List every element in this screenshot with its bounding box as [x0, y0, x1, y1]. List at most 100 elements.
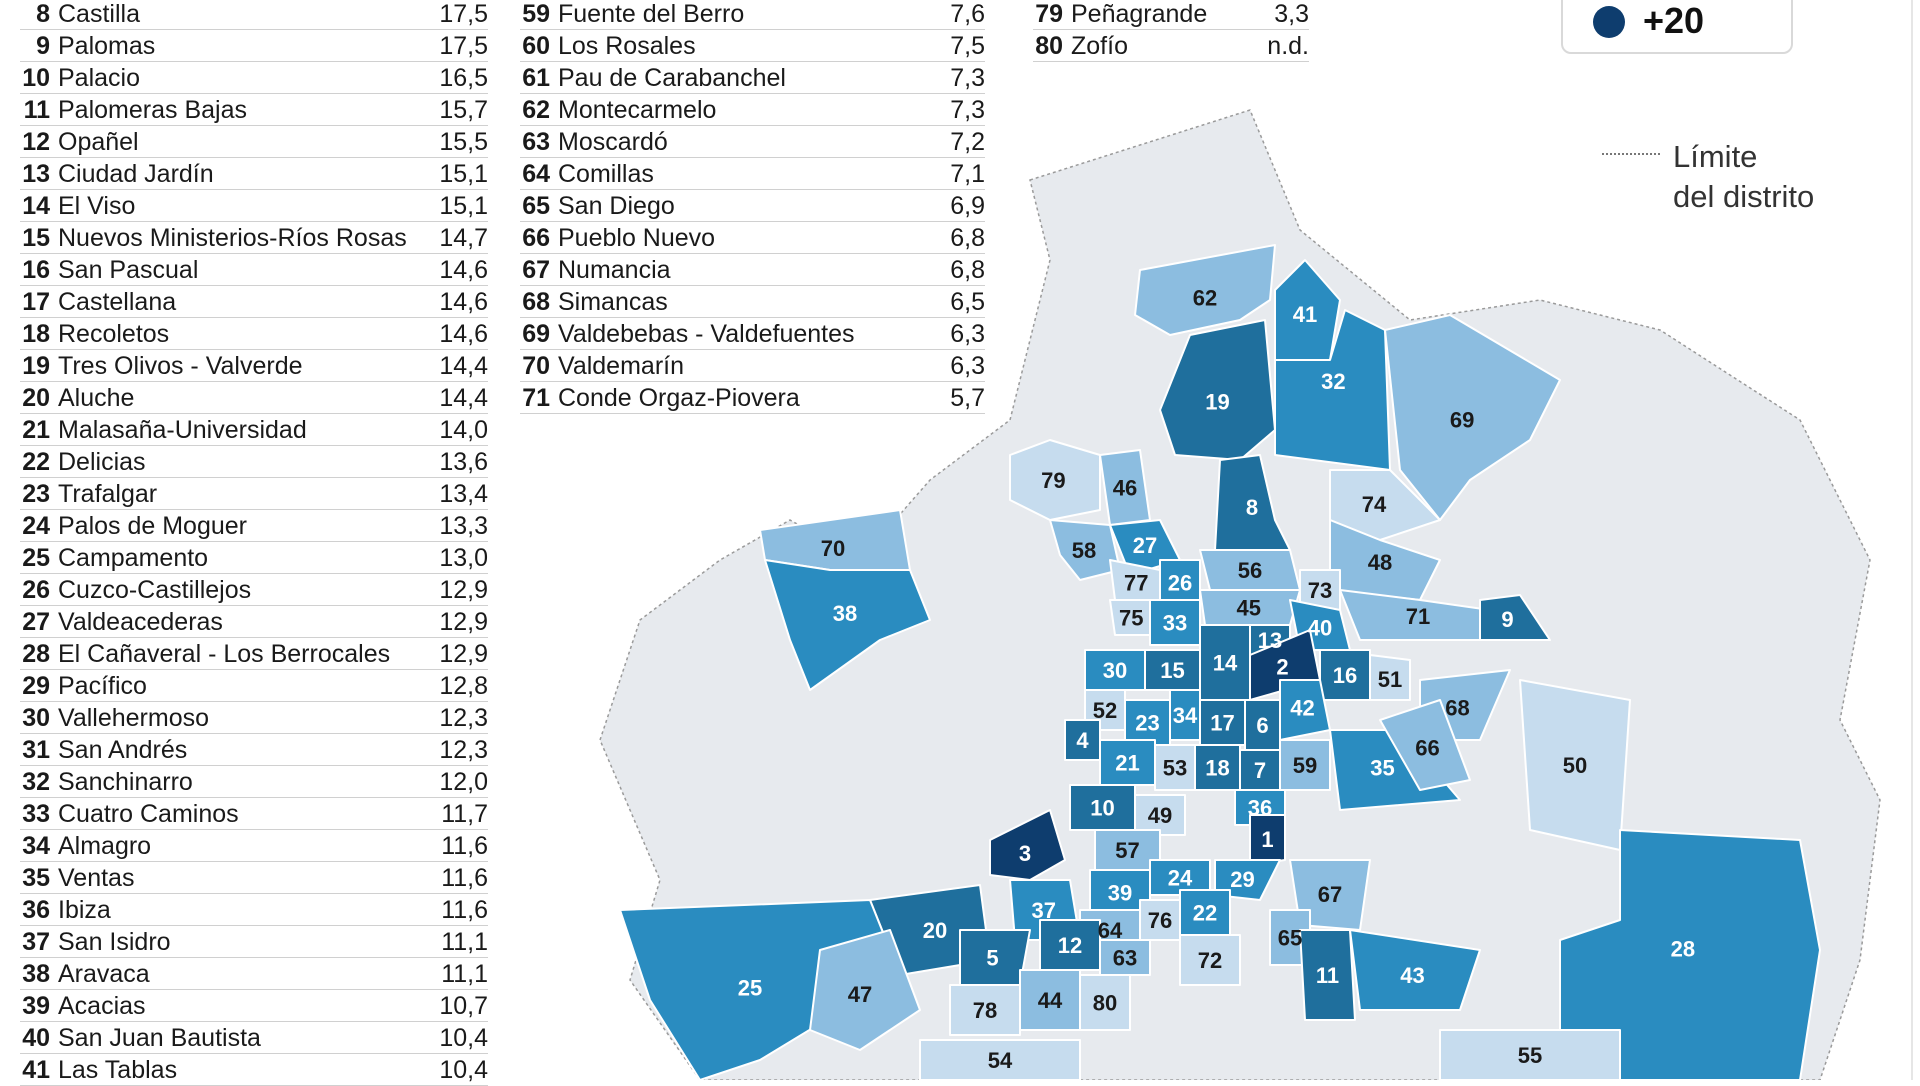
- row-neighborhood-name: Numancia: [558, 256, 671, 284]
- zone-label-46: 46: [1113, 476, 1137, 501]
- zone-label-76: 76: [1148, 908, 1172, 933]
- row-value: 12,0: [439, 768, 488, 796]
- row-value: 10,4: [439, 1024, 488, 1052]
- zone-label-24: 24: [1168, 866, 1193, 891]
- zone-38: [764, 559, 931, 691]
- zone-label-6: 6: [1256, 713, 1268, 738]
- row-neighborhood-name: Vallehermoso: [58, 704, 210, 732]
- row-rank: 10: [22, 64, 50, 92]
- row-neighborhood-name: Aravaca: [58, 960, 150, 988]
- zone-label-29: 29: [1230, 867, 1254, 892]
- row-rank: 11: [23, 96, 50, 124]
- zone-label-36: 36: [1248, 796, 1272, 821]
- zone-label-30: 30: [1103, 658, 1127, 683]
- row-neighborhood-name: Zofío: [1071, 32, 1128, 60]
- row-neighborhood-name: Cuzco-Castillejos: [58, 576, 252, 604]
- row-rank: 38: [22, 960, 50, 988]
- zone-label-69: 69: [1450, 407, 1474, 432]
- row-neighborhood-name: Peñagrande: [1071, 0, 1208, 28]
- row-rank: 62: [522, 96, 550, 124]
- row-value: 14,7: [439, 224, 488, 252]
- row-neighborhood-name: Acacias: [58, 992, 146, 1020]
- row-neighborhood-name: Comillas: [558, 160, 654, 188]
- row-neighborhood-name: Recoletos: [58, 320, 170, 348]
- row-neighborhood-name: Nuevos Ministerios-Ríos Rosas: [58, 224, 407, 252]
- legend-top-bin-label: +20: [1643, 0, 1705, 41]
- row-neighborhood-name: Almagro: [58, 832, 152, 860]
- zone-label-74: 74: [1362, 492, 1387, 517]
- zone-label-40: 40: [1308, 616, 1332, 641]
- row-value: 6,3: [950, 352, 985, 380]
- row-rank: 60: [522, 32, 550, 60]
- table-row: 80 Zofío n.d.: [1033, 30, 1309, 62]
- zone-label-32: 32: [1321, 369, 1345, 394]
- table-row: 79 Peñagrande 3,3: [1033, 0, 1309, 30]
- zone-72: [1179, 934, 1241, 986]
- row-neighborhood-name: Valdebebas - Valdefuentes: [558, 320, 855, 348]
- zone-label-50: 50: [1563, 753, 1587, 778]
- row-neighborhood-name: Simancas: [558, 288, 668, 316]
- table-row: 27 Valdeacederas 12,9: [20, 606, 488, 638]
- zone-label-45: 45: [1237, 596, 1261, 621]
- row-rank: 66: [522, 224, 550, 252]
- row-value: 6,3: [950, 320, 985, 348]
- row-neighborhood-name: Ventas: [58, 864, 135, 892]
- legend-swatch-dark: [1593, 6, 1625, 38]
- row-value: 7,6: [950, 0, 985, 28]
- table-row: 17 Castellana 14,6: [20, 286, 488, 318]
- row-rank: 8: [36, 0, 50, 28]
- zone-label-66: 66: [1415, 736, 1439, 761]
- zone-28: [1559, 829, 1821, 1080]
- row-rank: 69: [522, 320, 550, 348]
- table-row: 13 Ciudad Jardín 15,1: [20, 158, 488, 190]
- table-row: 8 Castilla 17,5: [20, 0, 488, 30]
- row-value: 5,7: [950, 384, 985, 412]
- zone-label-21: 21: [1115, 751, 1139, 776]
- row-neighborhood-name: Palomeras Bajas: [58, 96, 247, 124]
- row-neighborhood-name: Delicias: [58, 448, 146, 476]
- row-rank: 24: [22, 512, 50, 540]
- table-row: 67 Numancia 6,8: [520, 254, 985, 286]
- row-rank: 22: [22, 448, 50, 476]
- row-rank: 40: [22, 1024, 50, 1052]
- table-row: 28 El Cañaveral - Los Berrocales 12,9: [20, 638, 488, 670]
- zone-label-34: 34: [1173, 703, 1198, 728]
- zone-label-53: 53: [1163, 756, 1187, 781]
- row-value: 14,6: [439, 256, 488, 284]
- zone-label-22: 22: [1193, 901, 1217, 926]
- ranking-table-column-2: 59 Fuente del Berro 7,6 60 Los Rosales 7,5 61 P…: [520, 0, 985, 414]
- row-rank: 67: [522, 256, 550, 284]
- row-value: 12,3: [439, 736, 488, 764]
- row-neighborhood-name: El Viso: [58, 192, 136, 220]
- table-row: 14 El Viso 15,1: [20, 190, 488, 222]
- zone-51: [1369, 654, 1411, 701]
- table-row: 38 Aravaca 11,1: [20, 958, 488, 990]
- row-value: 15,7: [439, 96, 488, 124]
- row-rank: 79: [1035, 0, 1063, 28]
- row-value: 7,1: [950, 160, 985, 188]
- right-border-line: [1911, 0, 1913, 1080]
- row-rank: 61: [522, 64, 550, 92]
- row-value: 7,3: [950, 96, 985, 124]
- table-row: 68 Simancas 6,5: [520, 286, 985, 318]
- row-neighborhood-name: Palomas: [58, 32, 156, 60]
- zone-label-8: 8: [1246, 495, 1258, 520]
- row-value: 7,3: [950, 64, 985, 92]
- zone-label-23: 23: [1135, 711, 1159, 736]
- table-row: 63 Moscardó 7,2: [520, 126, 985, 158]
- zone-3: [989, 809, 1066, 881]
- zone-63: [1099, 939, 1151, 976]
- table-row: 62 Montecarmelo 7,3: [520, 94, 985, 126]
- district-legend-line1: Límite: [1673, 139, 1758, 174]
- zone-label-28: 28: [1671, 937, 1695, 962]
- zone-label-10: 10: [1090, 796, 1114, 821]
- zone-label-67: 67: [1318, 882, 1342, 907]
- zone-41: [1274, 259, 1341, 361]
- zone-11: [1299, 929, 1356, 1021]
- zone-label-43: 43: [1400, 963, 1424, 988]
- row-neighborhood-name: San Diego: [558, 192, 675, 220]
- table-row: 64 Comillas 7,1: [520, 158, 985, 190]
- row-rank: 68: [522, 288, 550, 316]
- row-neighborhood-name: Palos de Moguer: [58, 512, 248, 540]
- zone-49: [1134, 794, 1186, 836]
